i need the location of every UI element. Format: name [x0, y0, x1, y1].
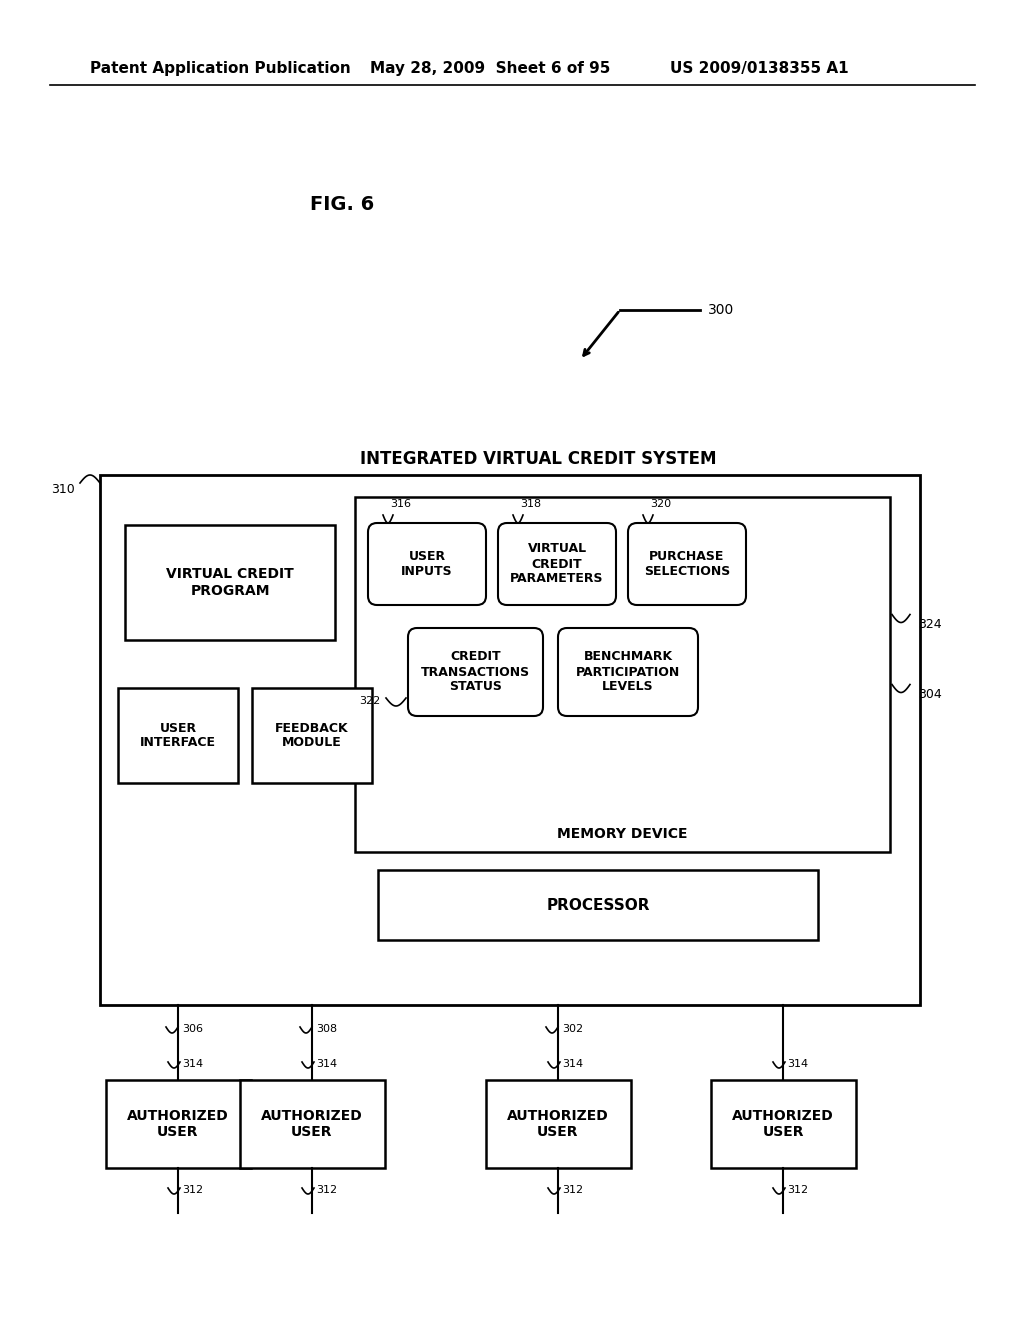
Bar	[355, 498, 890, 851]
Text: 312: 312	[182, 1185, 203, 1195]
Bar	[100, 475, 920, 1005]
FancyBboxPatch shape	[498, 523, 616, 605]
Text: BENCHMARK
PARTICIPATION
LEVELS: BENCHMARK PARTICIPATION LEVELS	[575, 651, 680, 693]
Bar	[711, 1080, 855, 1168]
Text: MEMORY DEVICE: MEMORY DEVICE	[557, 828, 688, 841]
Text: AUTHORIZED
USER: AUTHORIZED USER	[507, 1109, 609, 1139]
Text: 300: 300	[708, 304, 734, 317]
Text: VIRTUAL
CREDIT
PARAMETERS: VIRTUAL CREDIT PARAMETERS	[510, 543, 604, 586]
Text: VIRTUAL CREDIT
PROGRAM: VIRTUAL CREDIT PROGRAM	[166, 568, 294, 598]
Text: 322: 322	[358, 696, 380, 706]
Text: 314: 314	[787, 1059, 808, 1069]
FancyBboxPatch shape	[408, 628, 543, 715]
Bar	[240, 1080, 384, 1168]
Text: 312: 312	[562, 1185, 583, 1195]
Text: 316: 316	[390, 499, 411, 510]
Bar	[378, 870, 818, 940]
Text: May 28, 2009  Sheet 6 of 95: May 28, 2009 Sheet 6 of 95	[370, 61, 610, 75]
Text: 314: 314	[562, 1059, 583, 1069]
Bar	[485, 1080, 631, 1168]
Bar	[252, 688, 372, 783]
Text: 302: 302	[562, 1024, 583, 1034]
Text: INTEGRATED VIRTUAL CREDIT SYSTEM: INTEGRATED VIRTUAL CREDIT SYSTEM	[360, 450, 717, 469]
Text: USER
INPUTS: USER INPUTS	[401, 550, 453, 578]
FancyBboxPatch shape	[628, 523, 746, 605]
Bar	[118, 688, 238, 783]
Text: FIG. 6: FIG. 6	[310, 195, 374, 214]
Text: FEEDBACK
MODULE: FEEDBACK MODULE	[275, 722, 349, 750]
Text: 306: 306	[182, 1024, 203, 1034]
Text: 312: 312	[787, 1185, 808, 1195]
Text: 320: 320	[650, 499, 671, 510]
Text: 308: 308	[316, 1024, 337, 1034]
FancyBboxPatch shape	[558, 628, 698, 715]
Text: AUTHORIZED
USER: AUTHORIZED USER	[127, 1109, 229, 1139]
Text: AUTHORIZED
USER: AUTHORIZED USER	[732, 1109, 834, 1139]
Text: AUTHORIZED
USER: AUTHORIZED USER	[261, 1109, 362, 1139]
Text: 304: 304	[918, 688, 942, 701]
Text: CREDIT
TRANSACTIONS
STATUS: CREDIT TRANSACTIONS STATUS	[421, 651, 530, 693]
Text: 310: 310	[51, 483, 75, 496]
Text: 314: 314	[316, 1059, 337, 1069]
Text: USER
INTERFACE: USER INTERFACE	[140, 722, 216, 750]
Text: US 2009/0138355 A1: US 2009/0138355 A1	[670, 61, 849, 75]
Text: 318: 318	[520, 499, 541, 510]
FancyBboxPatch shape	[368, 523, 486, 605]
Text: PURCHASE
SELECTIONS: PURCHASE SELECTIONS	[644, 550, 730, 578]
Bar	[125, 525, 335, 640]
Text: 312: 312	[316, 1185, 337, 1195]
Bar	[105, 1080, 251, 1168]
Text: 314: 314	[182, 1059, 203, 1069]
Text: 324: 324	[918, 618, 942, 631]
Text: Patent Application Publication: Patent Application Publication	[90, 61, 351, 75]
Text: PROCESSOR: PROCESSOR	[546, 898, 650, 912]
